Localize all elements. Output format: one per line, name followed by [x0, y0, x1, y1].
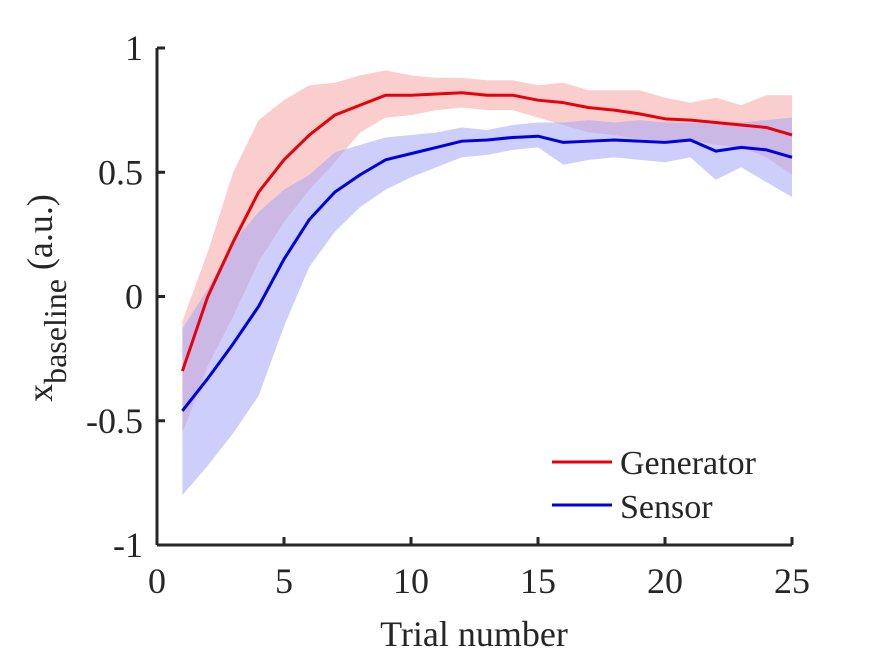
- y-axis-title: xbaseline (a.u.): [20, 194, 73, 402]
- x-tick-label: 10: [393, 561, 429, 601]
- x-tick-label: 20: [647, 561, 683, 601]
- tick-labels: 0 5 10 15 20 25 -1 -0.5 0 0.5 1: [86, 28, 810, 601]
- legend-label-generator: Generator: [620, 445, 757, 482]
- y-tick-label: -1: [113, 525, 143, 565]
- y-tick-label: -0.5: [86, 401, 143, 441]
- x-tick-label: 5: [275, 561, 293, 601]
- legend: Generator Sensor: [552, 445, 757, 526]
- y-axis-title-main: x: [20, 384, 60, 402]
- legend-label-sensor: Sensor: [620, 489, 713, 526]
- band-sensor: [182, 117, 792, 496]
- series-lines: [180, 91, 793, 412]
- y-axis-title-sub: baseline: [37, 279, 73, 384]
- confidence-bands: [182, 70, 792, 496]
- x-axis-title: Trial number: [380, 614, 568, 654]
- series-line-generator: [180, 91, 793, 372]
- y-tick-label: 0: [125, 277, 143, 317]
- y-axis-title-unit: (a.u.): [20, 194, 60, 270]
- x-tick-label: 25: [774, 561, 810, 601]
- y-tick-label: 1: [125, 28, 143, 68]
- axes: [155, 46, 794, 547]
- x-tick-label: 15: [520, 561, 556, 601]
- x-tick-label: 0: [148, 561, 166, 601]
- y-axis-title-spacer: [20, 270, 60, 279]
- series-line-sensor: [181, 134, 793, 412]
- y-tick-label: 0.5: [98, 152, 143, 192]
- svg-text:xbaseline (a.u.): xbaseline (a.u.): [20, 194, 73, 402]
